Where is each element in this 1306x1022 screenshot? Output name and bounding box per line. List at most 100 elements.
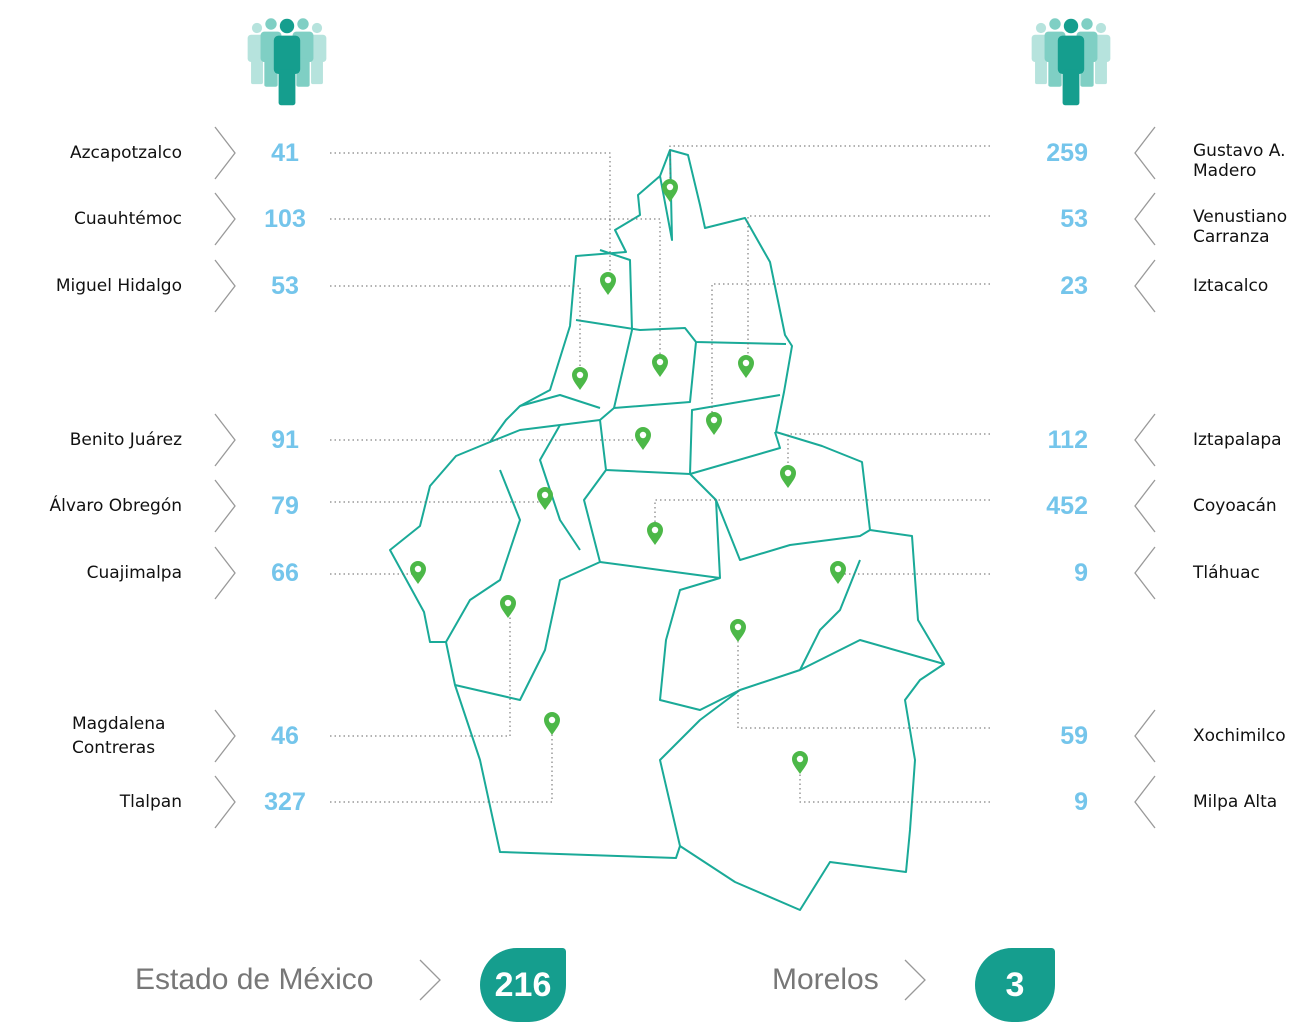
person-legs [1062,69,1080,106]
chevron [1134,709,1156,763]
chevron [1134,775,1156,829]
leader-line [330,218,661,367]
district-count: 79 [271,492,299,520]
district-name: Cuauhtémoc [73,209,182,229]
district-name: Benito Juárez [69,430,182,450]
pin [652,354,668,377]
pin [544,712,560,735]
chevron [214,709,236,763]
chevron [214,192,236,246]
district-name: Venustiano Carranza [1193,207,1288,247]
person-body [1057,35,1085,74]
person-head [1063,18,1079,34]
district-count: 23 [1060,272,1088,300]
pin-hole [710,416,718,424]
district-name: Gustavo A. Madero [1193,141,1286,181]
district-name: Iztapalapa [1193,430,1282,450]
person-legs [1095,58,1107,85]
state-name: Estado de México [135,963,374,996]
district-count: 9 [1074,559,1088,587]
chevron [1134,546,1156,600]
map-outline [389,149,945,911]
district-count: 53 [1060,205,1088,233]
district-count: 452 [1046,492,1088,520]
pin [410,561,426,584]
chevron [214,413,236,467]
pin [830,561,846,584]
chevron [1134,259,1156,313]
person-head [1095,22,1107,34]
district-name: Coyoacán [1193,496,1277,516]
leader-line [669,145,990,192]
person-head [1049,18,1061,30]
pin-hole [656,358,664,366]
chevron [1134,479,1156,533]
district-count: 327 [264,788,306,816]
pin-hole [796,755,804,763]
person-head [297,18,309,30]
leader-line [799,764,990,803]
pin-hole [666,183,674,191]
pin-hole [742,359,750,367]
pin-hole [639,431,647,439]
chevron [214,546,236,600]
leader-line [787,433,990,478]
leader-line [330,725,553,803]
pin [730,619,746,642]
district-count: 259 [1046,139,1088,167]
person-head [251,22,263,34]
pin [706,412,722,435]
district-count: 59 [1060,722,1088,750]
chevron [419,959,441,1001]
chevron [214,259,236,313]
pin-hole [604,276,612,284]
person-legs [251,58,263,85]
pin [647,522,663,545]
district-name: Miguel Hidalgo [55,276,182,296]
pin-hole [784,469,792,477]
district-count: 9 [1074,788,1088,816]
pin [635,427,651,450]
person-head [265,18,277,30]
pin [780,465,796,488]
district-border [575,319,787,345]
leader-line [330,152,611,285]
pin [600,272,616,295]
pin-hole [414,565,422,573]
person-head [279,18,295,34]
person-head [1081,18,1093,30]
leader-line [330,608,511,737]
state-count: 3 [975,948,1055,1022]
chevron [1134,192,1156,246]
person-legs [278,69,296,106]
person-legs [1035,58,1047,85]
chevron [904,959,926,1001]
district-border [454,561,601,701]
leader-line [747,215,990,368]
district-border [689,431,781,475]
leader-line [711,283,990,425]
district-name: Azcapotzalco [70,143,182,163]
pin-hole [548,716,556,724]
leader-line [330,285,581,380]
district-border [599,249,697,409]
pin [662,179,678,202]
pin-hole [734,623,742,631]
chevron [1134,413,1156,467]
district-name: Milpa Alta [1193,792,1278,812]
district-count: 66 [271,559,299,587]
pin [572,367,588,390]
district-count: 53 [271,272,299,300]
district-border [715,499,871,561]
person-body [273,35,301,74]
chevron [214,775,236,829]
district-name: Iztacalco [1193,276,1269,296]
person-head [1035,22,1047,34]
state-name: Morelos [772,963,879,996]
district-name: Tlalpan [119,792,182,812]
district-border [445,469,521,643]
district-count: 103 [264,205,306,233]
district-name: Cuajimalpa [86,563,182,583]
